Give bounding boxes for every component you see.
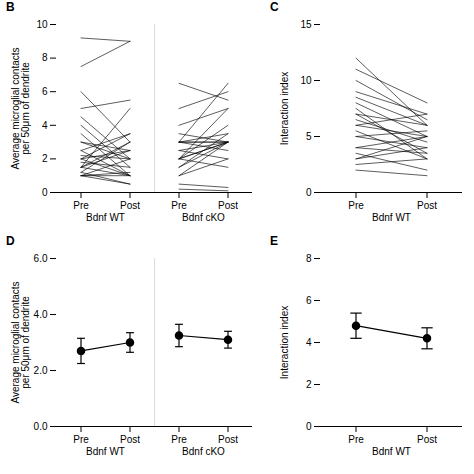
svg-text:Pre: Pre: [171, 200, 187, 211]
svg-text:5: 5: [306, 131, 312, 142]
svg-text:Bdnf WT: Bdnf WT: [86, 446, 125, 457]
svg-text:Pre: Pre: [73, 434, 89, 445]
svg-text:0.0: 0.0: [34, 421, 48, 432]
svg-text:15: 15: [300, 19, 312, 30]
svg-text:0: 0: [42, 187, 48, 198]
svg-text:Post: Post: [120, 200, 140, 211]
svg-text:8: 8: [306, 253, 312, 264]
svg-text:8: 8: [42, 52, 48, 63]
svg-text:2: 2: [306, 379, 312, 390]
svg-text:Bdnf WT: Bdnf WT: [86, 212, 125, 223]
svg-text:Pre: Pre: [73, 200, 89, 211]
html-text:C: C: [270, 0, 279, 14]
svg-text:0: 0: [306, 421, 312, 432]
svg-text:Pre: Pre: [171, 434, 187, 445]
svg-text:4: 4: [306, 337, 312, 348]
svg-text:Post: Post: [218, 434, 238, 445]
svg-text:Pre: Pre: [348, 200, 364, 211]
svg-text:Interaction index: Interaction index: [279, 72, 290, 145]
svg-text:Bdnf WT: Bdnf WT: [372, 212, 411, 223]
svg-text:6.0: 6.0: [34, 253, 48, 264]
svg-text:Interaction index: Interaction index: [279, 306, 290, 379]
html-text:D: D: [6, 234, 15, 248]
svg-text:Bdnf WT: Bdnf WT: [372, 446, 411, 457]
svg-text:6: 6: [306, 295, 312, 306]
svg-text:0: 0: [306, 187, 312, 198]
svg-text:4: 4: [42, 120, 48, 131]
svg-text:2.0: 2.0: [34, 365, 48, 376]
svg-text:Average microglial contactsper: Average microglial contactsper 50μm of d…: [10, 47, 31, 169]
svg-text:2: 2: [42, 153, 48, 164]
svg-text:Bdnf cKO: Bdnf cKO: [182, 212, 225, 223]
svg-text:10: 10: [300, 75, 312, 86]
svg-text:Pre: Pre: [348, 434, 364, 445]
svg-text:Average microglial contactsper: Average microglial contactsper 50μm of d…: [10, 281, 31, 403]
svg-text:10: 10: [36, 19, 48, 30]
svg-text:6: 6: [42, 86, 48, 97]
svg-text:Post: Post: [417, 434, 437, 445]
svg-text:Post: Post: [218, 200, 238, 211]
svg-text:Post: Post: [417, 200, 437, 211]
svg-text:4.0: 4.0: [34, 309, 48, 320]
html-text:E: E: [270, 234, 278, 248]
html-text:B: B: [6, 0, 15, 14]
svg-text:Post: Post: [120, 434, 140, 445]
svg-text:Bdnf cKO: Bdnf cKO: [182, 446, 225, 457]
